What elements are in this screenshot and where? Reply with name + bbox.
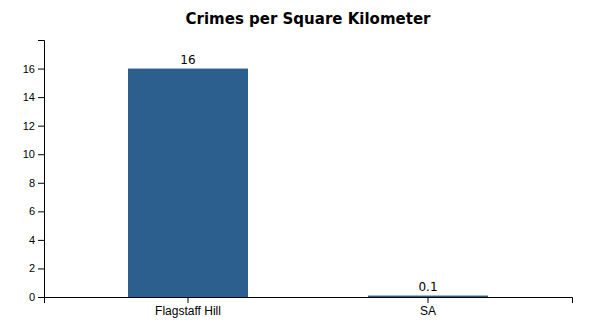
y-tick-label: 10: [23, 148, 35, 160]
x-tick: SA: [420, 297, 436, 318]
x-axis: Flagstaff Hill SA: [45, 297, 573, 318]
y-tick-label: 16: [23, 63, 35, 75]
y-tick-label: 6: [29, 205, 35, 217]
y-tick-mark: [38, 69, 44, 70]
title: Crimes per Square Kilometer: [186, 10, 432, 28]
y-axis: 0 2 4 6 8 10 12 14 16: [23, 41, 45, 304]
bars: [128, 69, 488, 297]
data-label: 16: [180, 53, 195, 67]
y-tick-mark: [38, 297, 44, 298]
x-tick: Flagstaff Hill: [155, 297, 221, 318]
x-tick-label: Flagstaff Hill: [155, 304, 221, 318]
y-tick-mark: [38, 268, 44, 269]
bar: [128, 69, 248, 297]
y-tick-label: 0: [29, 291, 35, 303]
plot: 0246810121416Flagstaff HillSA160.1: [23, 41, 573, 318]
y-tick-label: 14: [23, 91, 35, 103]
y-tick: 10: [23, 148, 44, 160]
y-tick-mark: [38, 126, 44, 127]
chart: 0246810121416Flagstaff HillSA160.1Crimes…: [0, 0, 592, 333]
y-tick: 6: [29, 205, 44, 217]
x-tick-mark: [428, 297, 429, 303]
y-tick-label: 12: [23, 120, 35, 132]
x-tick-label: SA: [420, 304, 436, 318]
y-tick: 12: [23, 120, 44, 132]
data-label: 0.1: [418, 280, 437, 294]
y-tick-label: 8: [29, 177, 35, 189]
y-tick-label: 4: [29, 234, 35, 246]
y-tick: 4: [29, 234, 44, 246]
data-labels: 160.1: [180, 53, 437, 294]
y-tick-label: 2: [29, 262, 35, 274]
y-axis-line: [38, 41, 45, 298]
y-tick: 0: [29, 291, 44, 303]
x-axis-line: [45, 298, 573, 304]
y-tick: 16: [23, 63, 44, 75]
y-tick-mark: [38, 211, 44, 212]
y-tick-mark: [38, 97, 44, 98]
y-tick-mark: [38, 183, 44, 184]
bar: [368, 296, 488, 297]
y-tick-mark: [38, 154, 44, 155]
x-tick-mark: [188, 297, 189, 303]
y-tick-mark: [38, 240, 44, 241]
y-tick: 2: [29, 262, 44, 274]
y-tick: 8: [29, 177, 44, 189]
y-tick: 14: [23, 91, 44, 103]
